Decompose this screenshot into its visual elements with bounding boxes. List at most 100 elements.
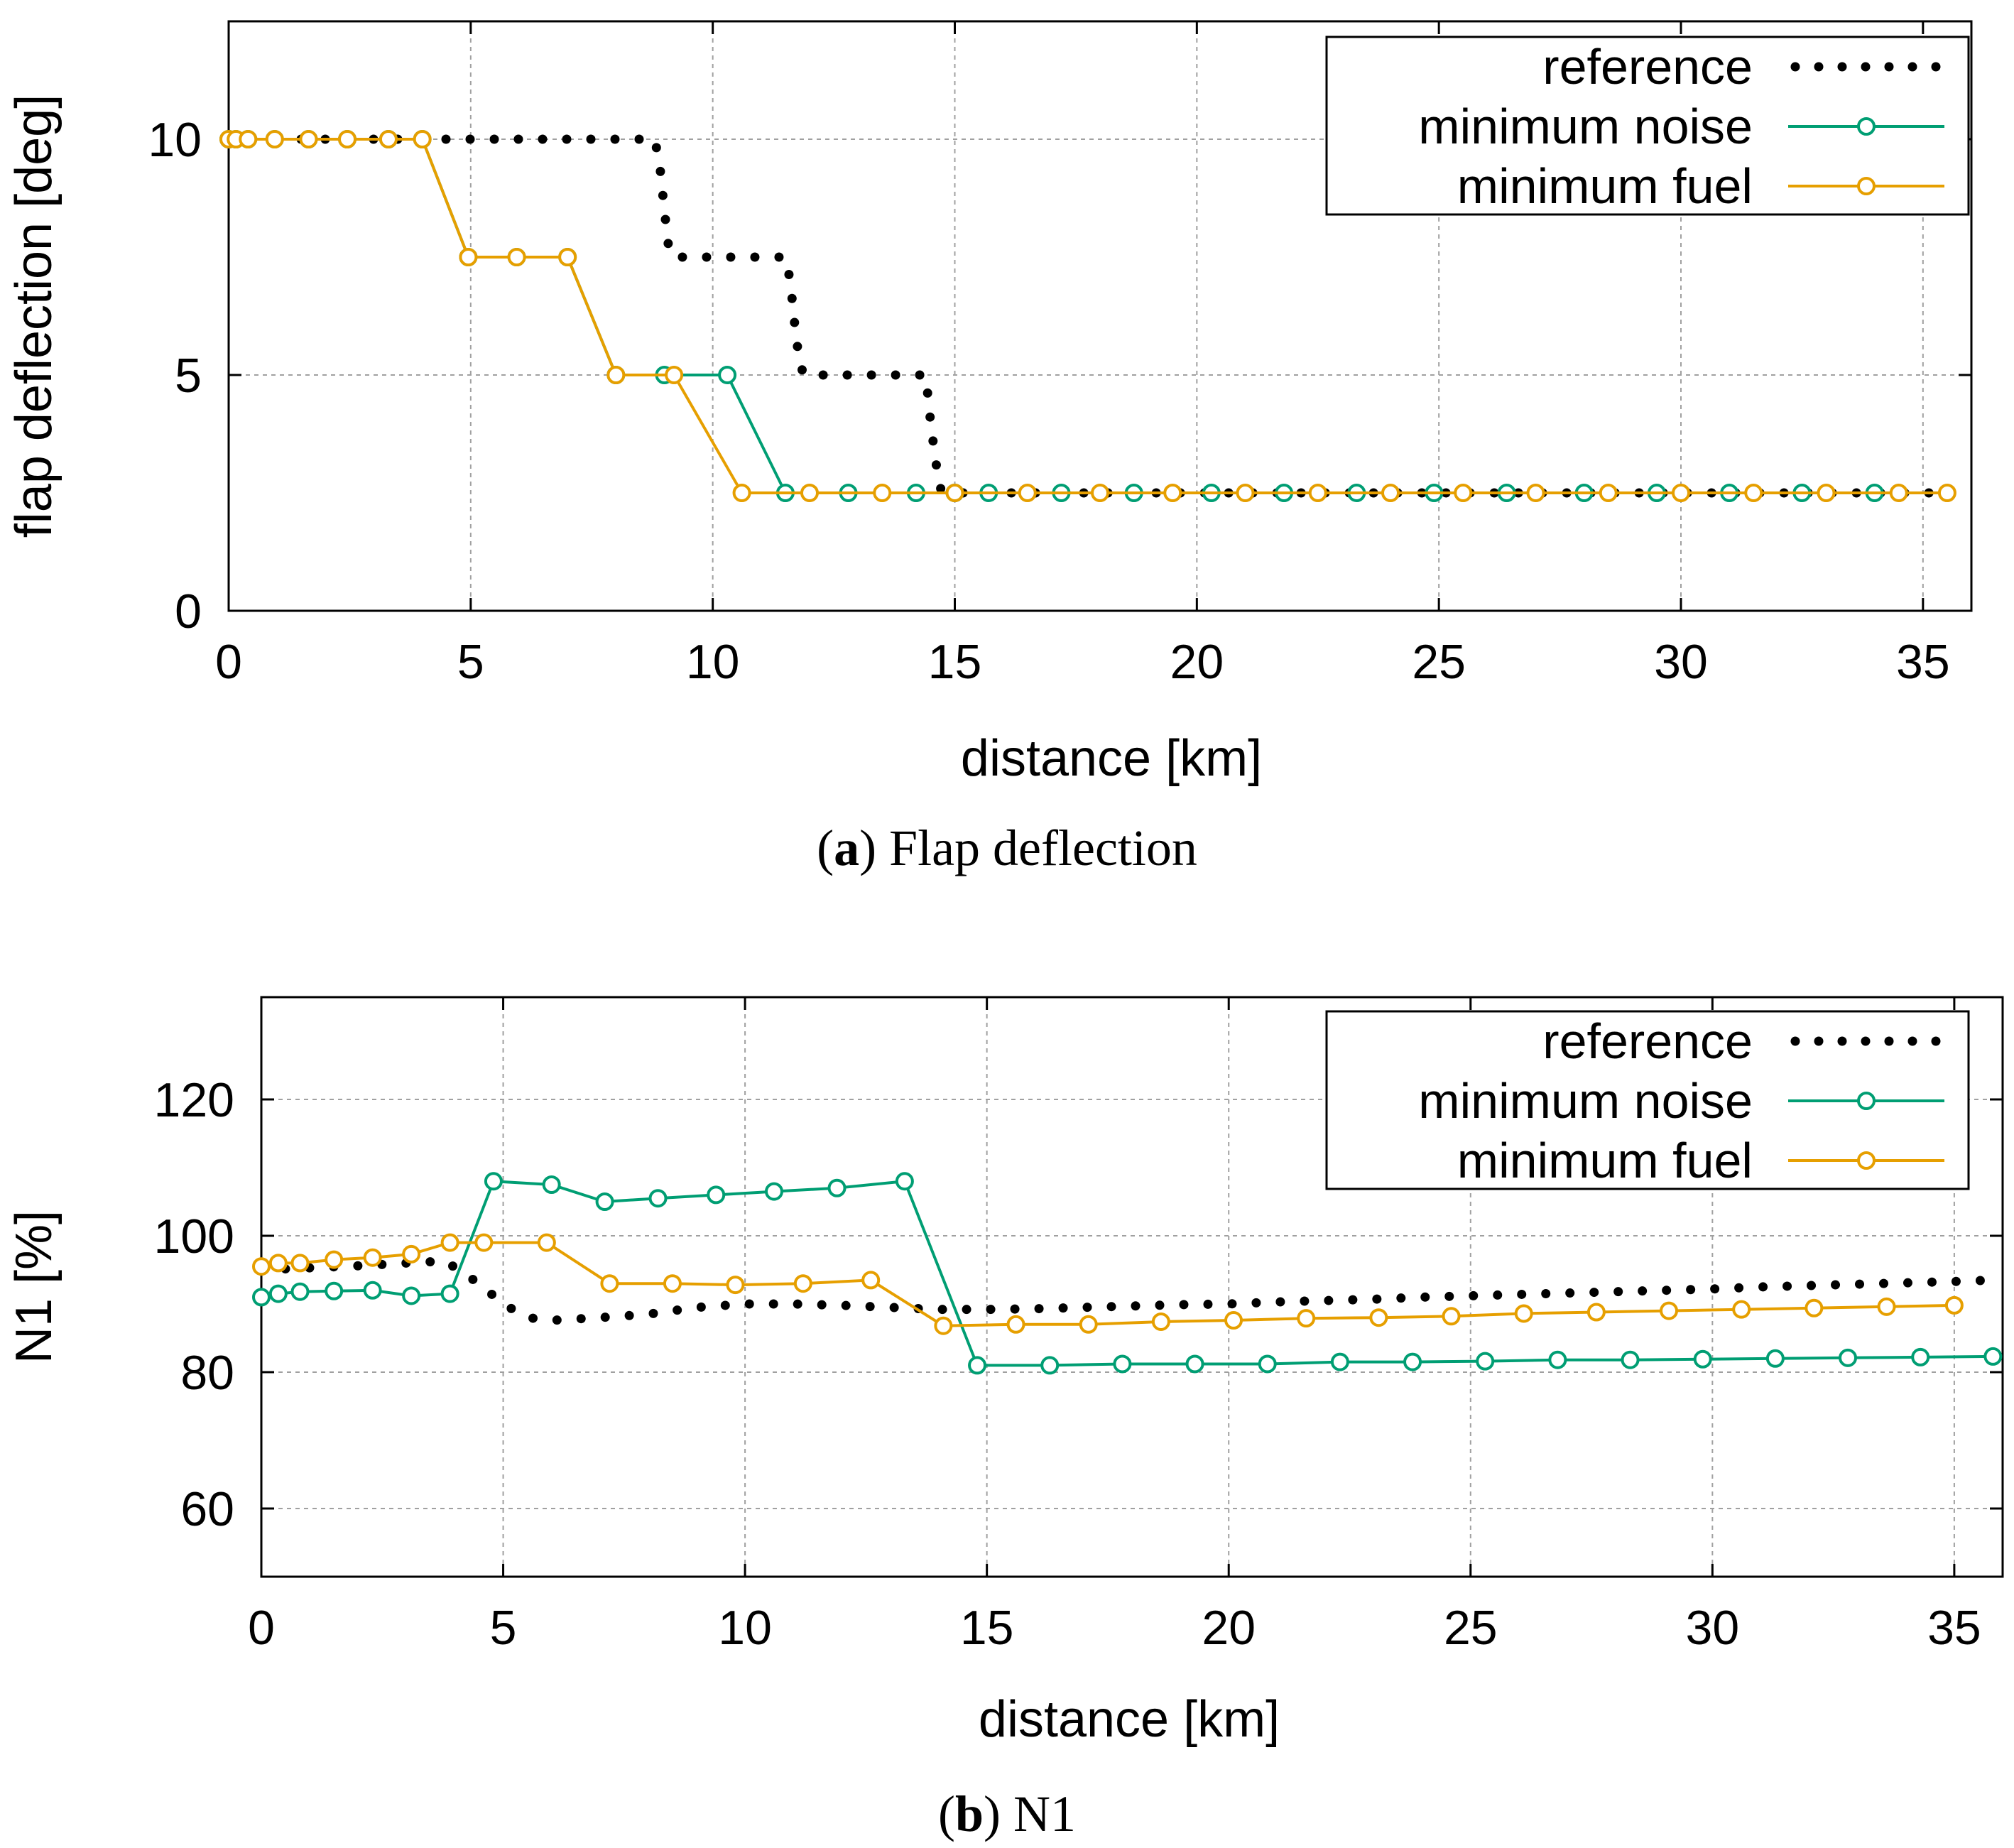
legend-swatch xyxy=(1861,1036,1871,1046)
data-point xyxy=(268,1284,288,1303)
data-point xyxy=(440,1284,459,1303)
data-point xyxy=(774,252,784,262)
data-point xyxy=(925,412,935,422)
data-point xyxy=(558,248,577,266)
data-point xyxy=(1514,1304,1533,1323)
data-point xyxy=(895,1172,914,1191)
x-tick-label: 30 xyxy=(1686,1601,1740,1655)
data-point xyxy=(290,1282,310,1301)
caption: (b) N1 xyxy=(938,1786,1076,1842)
data-point xyxy=(1613,1287,1623,1297)
data-point xyxy=(1589,1288,1599,1298)
data-point xyxy=(513,134,523,144)
data-point xyxy=(790,317,800,327)
data-point xyxy=(934,1316,953,1335)
x-tick-label: 20 xyxy=(1202,1601,1256,1655)
series-minimum-noise xyxy=(252,1172,2003,1375)
data-point xyxy=(889,1303,899,1312)
data-point xyxy=(528,1313,538,1323)
legend-label: minimum noise xyxy=(1418,1073,1753,1129)
caption-letter: a xyxy=(834,820,859,876)
data-point xyxy=(1586,1303,1606,1322)
data-point xyxy=(1526,484,1545,502)
legend-swatch xyxy=(1814,62,1824,72)
data-point xyxy=(797,365,807,375)
data-point xyxy=(1058,1303,1068,1313)
data-point xyxy=(1662,1286,1672,1295)
data-point xyxy=(1927,1277,1937,1287)
data-point xyxy=(677,252,687,262)
data-point xyxy=(702,252,712,262)
data-point xyxy=(962,1305,971,1315)
x-tick-label: 30 xyxy=(1654,635,1708,689)
data-point xyxy=(552,1315,562,1325)
data-point xyxy=(673,1305,682,1315)
data-point xyxy=(986,1305,996,1315)
data-point xyxy=(720,1300,730,1310)
data-point xyxy=(487,1289,497,1299)
data-point xyxy=(634,134,644,144)
data-point xyxy=(1131,1301,1141,1311)
data-point xyxy=(1541,1288,1551,1298)
data-point xyxy=(1565,1288,1575,1298)
data-point xyxy=(1369,1308,1388,1327)
y-tick-label: 0 xyxy=(175,585,202,638)
data-point xyxy=(707,1185,726,1205)
data-point xyxy=(663,239,673,249)
data-point xyxy=(1975,1276,1985,1286)
data-point xyxy=(696,1302,706,1312)
data-point xyxy=(663,1274,682,1293)
data-point xyxy=(537,1233,556,1252)
x-axis-label: distance [km] xyxy=(961,730,1262,787)
data-point xyxy=(1732,1300,1751,1319)
data-point xyxy=(1224,1311,1243,1330)
data-point xyxy=(928,436,938,446)
data-point xyxy=(624,1310,634,1320)
data-point xyxy=(1686,1285,1696,1295)
data-point xyxy=(1300,1296,1310,1306)
data-point xyxy=(413,130,432,148)
data-point xyxy=(265,130,284,148)
data-point xyxy=(750,252,760,262)
data-point xyxy=(1517,1289,1527,1299)
data-point xyxy=(915,370,925,380)
data-point xyxy=(1179,1300,1189,1310)
data-point xyxy=(1765,1349,1785,1368)
data-point xyxy=(252,1257,271,1276)
data-point xyxy=(1106,1302,1116,1312)
data-point xyxy=(363,1248,382,1267)
data-point xyxy=(1275,1297,1285,1307)
data-point xyxy=(425,1257,435,1267)
data-point xyxy=(1034,1304,1044,1314)
data-point xyxy=(1330,1352,1349,1371)
data-point xyxy=(1018,484,1037,502)
data-point xyxy=(576,1314,586,1324)
x-tick-label: 35 xyxy=(1927,1601,1981,1655)
data-point xyxy=(465,134,475,144)
data-point xyxy=(379,130,398,148)
data-point xyxy=(1839,1348,1858,1367)
data-point xyxy=(338,130,357,148)
data-point xyxy=(1236,484,1255,502)
data-point xyxy=(507,248,526,266)
data-point xyxy=(441,134,451,144)
data-point xyxy=(1185,1354,1204,1374)
data-point xyxy=(600,1312,610,1322)
data-point xyxy=(1937,484,1956,502)
legend-swatch xyxy=(1861,62,1871,72)
data-point xyxy=(1889,484,1908,502)
data-point xyxy=(1807,1281,1817,1290)
data-point xyxy=(506,1303,516,1313)
data-point xyxy=(800,484,819,502)
data-point xyxy=(1308,484,1327,502)
data-point xyxy=(299,130,318,148)
data-point xyxy=(827,1178,847,1197)
data-point xyxy=(1660,1301,1679,1320)
data-point xyxy=(1638,1286,1648,1296)
data-point xyxy=(268,1254,288,1273)
data-point xyxy=(1877,1297,1896,1316)
y-tick-label: 60 xyxy=(180,1482,234,1536)
data-point xyxy=(1599,484,1618,502)
series-line xyxy=(261,1180,1993,1367)
data-point xyxy=(538,134,548,144)
